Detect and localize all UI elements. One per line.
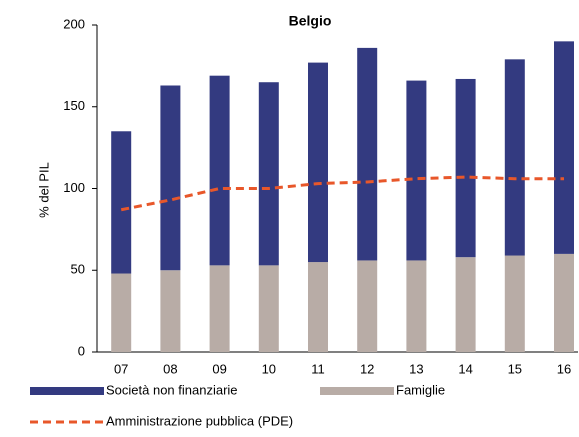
x-tick-label: 13 (409, 361, 423, 376)
bar (258, 265, 279, 352)
y-tick-label: 0 (78, 343, 85, 358)
bar (406, 260, 427, 352)
bar (357, 47, 378, 261)
line-series (120, 175, 564, 212)
y-axis-label: % del PIL (36, 162, 51, 218)
legend-label: Amministrazione pubblica (PDE) (106, 413, 293, 428)
bar (554, 253, 574, 352)
bar (111, 273, 132, 352)
bar (308, 62, 328, 263)
y-tick-label: 150 (63, 98, 85, 113)
bar (406, 80, 427, 261)
bar (504, 255, 525, 352)
bar (455, 257, 476, 352)
y-tick-label: 50 (71, 262, 85, 277)
x-tick-label: 10 (262, 361, 276, 376)
x-tick-label: 14 (458, 361, 472, 376)
chart-title: Belgio (289, 13, 332, 29)
x-tick-label: 09 (212, 361, 226, 376)
bar (209, 265, 230, 352)
bar (554, 41, 574, 254)
bar (160, 85, 181, 271)
bar (258, 82, 279, 266)
x-tick-label: 15 (508, 361, 522, 376)
bar (111, 131, 132, 274)
x-tick-label: 08 (163, 361, 177, 376)
bar (357, 260, 378, 352)
legend-swatch (320, 387, 394, 395)
bar (308, 262, 328, 352)
bar (504, 59, 525, 256)
x-tick-label: 16 (557, 361, 571, 376)
x-tick-label: 11 (311, 361, 325, 376)
legend-label: Famiglie (396, 382, 445, 397)
x-tick-label: 07 (114, 361, 128, 376)
bar (209, 75, 230, 266)
legend-swatch (30, 387, 104, 395)
bar (160, 270, 181, 352)
legend-label: Società non finanziarie (106, 382, 238, 397)
y-tick-label: 100 (63, 180, 85, 195)
y-tick-label: 200 (63, 16, 85, 31)
bar (455, 78, 476, 258)
x-tick-label: 12 (360, 361, 374, 376)
